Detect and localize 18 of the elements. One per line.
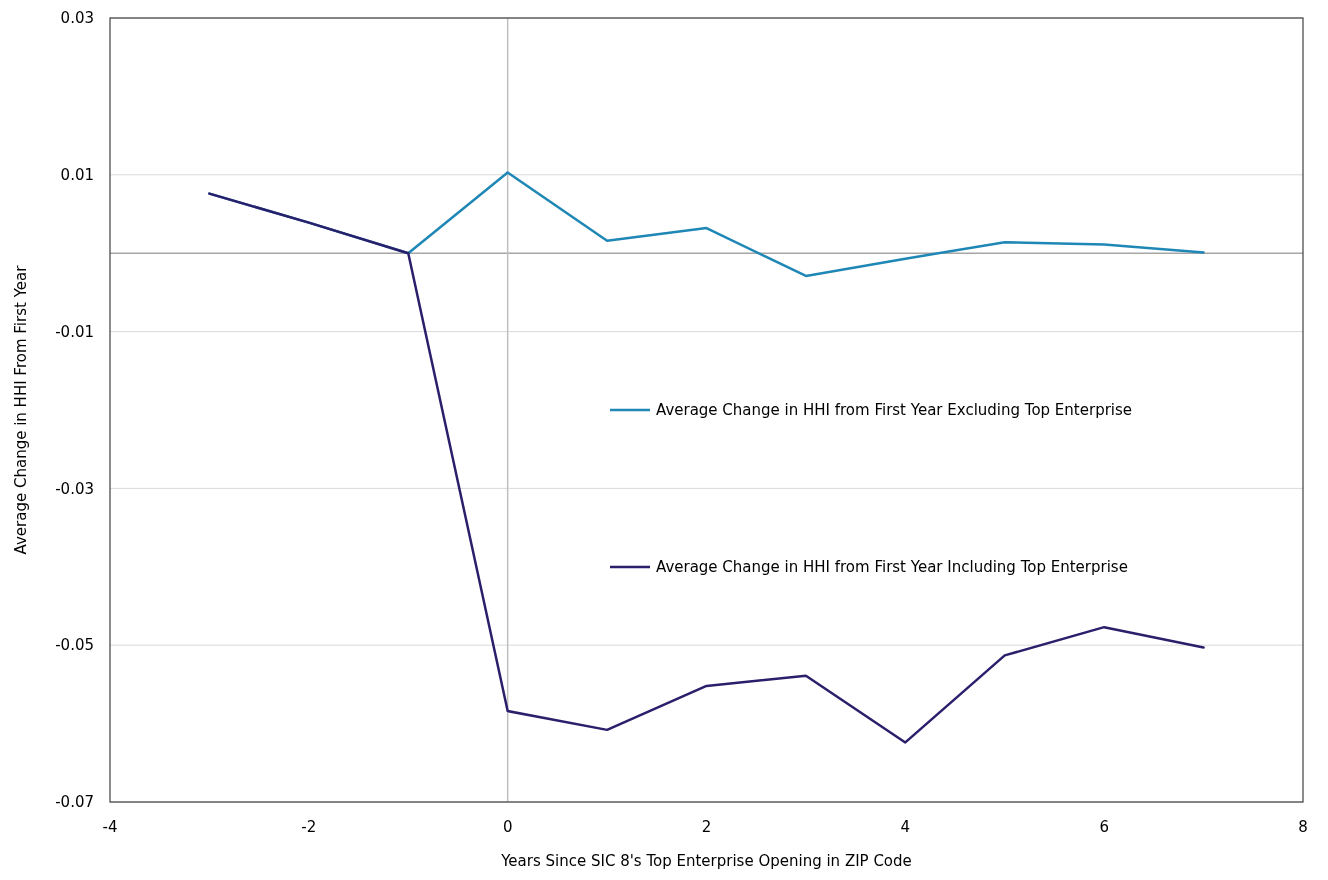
x-tick-label: 6: [1099, 818, 1109, 836]
x-tick-label: 8: [1298, 818, 1308, 836]
legend-label: Average Change in HHI from First Year Including Top Enterprise: [656, 558, 1128, 577]
legend-label: Average Change in HHI from First Year Excluding Top Enterprise: [656, 401, 1133, 420]
x-tick-label: 0: [502, 818, 513, 836]
x-tick-label: 4: [900, 818, 911, 836]
y-tick-label: -0.07: [55, 793, 94, 812]
line-series: [208, 192, 1205, 744]
y-tick-label: 0.03: [60, 9, 94, 28]
y-tick-label: -0.03: [55, 479, 94, 498]
y-tick-label: 0.01: [60, 166, 94, 185]
x-tick-label: -4: [102, 818, 118, 836]
x-tick-label: -2: [301, 818, 317, 836]
y-axis-title: Average Change in HHI From First Year: [12, 264, 30, 555]
y-tick-label: -0.01: [55, 322, 94, 341]
y-tick-label: -0.05: [55, 636, 94, 655]
x-axis-title: Years Since SIC 8's Top Enterprise Opening in ZIP Code: [500, 852, 912, 870]
x-tick-label: 2: [701, 818, 712, 836]
